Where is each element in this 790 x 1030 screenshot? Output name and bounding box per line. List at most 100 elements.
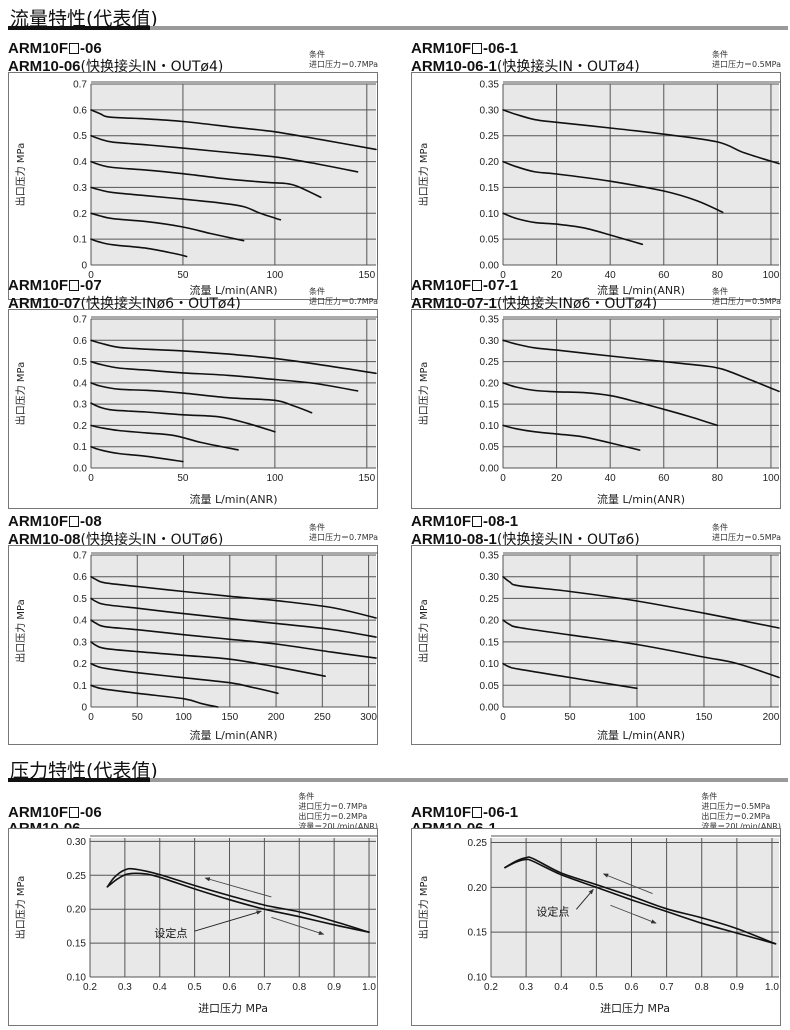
x-tick-label: 1.0 [765,982,779,993]
y-tick-label: 0.15 [480,637,500,648]
curve-0.3 [90,641,326,677]
x-axis-label: 流量 L/min(ANR) [189,728,277,742]
chart-svg: 0.0 0.1 0.2 0.3 0.4 0.5 0.6 0.7 0 50 100 150 流量 L/mi… [8,309,378,509]
y-tick-label: 0.25 [480,357,500,368]
x-tick-label: 250 [314,712,331,723]
curve-0.4 [90,382,313,414]
curve-0.2 [502,382,719,427]
arrow-up-left [602,873,653,895]
condition-line: 进口压力＝0.7MPa [298,802,368,811]
arrow-down-right [271,916,325,935]
conditions-note: 条件 进口压力＝0.7MPa 出口压力＝0.2MPa 流量＝20L/min(ANR) [298,792,378,832]
curve-0.3 [90,186,282,221]
chart-title-variant: ARM10-07(快换接头INø6・OUTø4) [8,293,241,313]
y-tick-label: 0 [81,703,87,714]
chart-panel-flow-07: ARM10F -07 ARM10-07(快换接头INø6・OUTø4) 条件 进口压力＝… [8,277,380,509]
y-tick-label: 0.1 [73,235,87,246]
x-tick-label: 0.7 [660,982,674,993]
conditions-note: 条件 进口压力＝0.7MPa [309,523,378,543]
condition-line: 进口压力＝0.7MPa [309,297,378,306]
y-tick-label: 0.1 [73,681,87,692]
set-point-label: 设定点 [536,904,569,918]
curve-0.1 [502,662,638,690]
curve-0.4 [90,619,377,659]
curve-0.2 [90,212,245,242]
plot-area [91,319,376,468]
chart-title-model: ARM10F -08 [8,513,102,530]
model-suffix: -07-1 [483,277,519,294]
y-tick-label: 0.25 [67,871,87,882]
y-tick-label: 0.05 [480,681,500,692]
option-box-symbol [472,43,483,54]
arrow-up-left [204,877,272,898]
model-suffix: -06-1 [483,40,519,57]
model-suffix: -07 [80,277,102,294]
x-tick-label: 0.5 [188,982,202,993]
y-tick-label: 0.30 [480,105,500,116]
y-tick-label: 0.00 [480,703,500,714]
chart-title-model: ARM10F -06 [8,40,102,57]
x-tick-label: 80 [712,473,724,484]
chart-title-model: ARM10F -06-1 [411,804,518,821]
curve-0.6 [90,109,377,151]
y-tick-label: 0.20 [480,616,500,627]
chart-panel-pressure-06-1: ARM10F-06-1ARM10-06-1条件进口压力＝0.5MPa出口压力＝0… [411,792,783,1026]
x-tick-label: 150 [696,712,713,723]
variant-name: ARM10-06-1 [411,58,497,75]
option-box-symbol [69,43,80,54]
y-axis-label: 出口压力 MPa [14,876,27,940]
x-tick-label: 40 [605,270,617,281]
curve-0.3 [502,109,780,165]
plot-area [91,84,376,265]
x-tick-label: 0.4 [554,982,568,993]
plot-area [91,555,376,707]
y-axis-label: 出口压力 MPa [417,362,430,426]
curve-0.1 [90,684,219,708]
y-tick-label: 0.20 [468,883,488,894]
model-prefix: ARM10F [8,277,69,294]
y-tick-label: 0.7 [73,315,87,326]
chart-svg: 0 0.1 0.2 0.3 0.4 0.5 0.6 0.7 0 50 100 150 200 250 300… [8,545,378,745]
model-suffix: -06-1 [483,804,519,821]
x-tick-label: 0 [88,270,94,281]
variant-name: ARM10-07 [8,295,81,312]
y-axis-label: 出口压力 MPa [417,599,430,663]
y-tick-label: 0.25 [480,131,500,142]
chart-svg: 0 0.1 0.2 0.3 0.4 0.5 0.6 0.7 0 50 100 150 流量 L/min(… [8,72,378,300]
variant-fitting: (快换接头IN・OUTø4) [80,59,224,75]
curve-0.4 [90,160,322,199]
x-axis-label: 流量 L/min(ANR) [189,492,277,506]
conditions-label: 条件 [309,523,325,532]
x-tick-label: 100 [763,270,780,281]
model-suffix: -06 [80,40,102,57]
y-tick-label: 0.2 [73,421,87,432]
condition-line: 流量＝20L/min(ANR) [701,822,781,831]
x-tick-label: 150 [358,270,375,281]
curve-0.5 [90,597,377,638]
y-tick-label: 0.1 [73,442,87,453]
section-underline [8,778,150,782]
y-tick-label: 0.35 [480,315,500,326]
y-tick-label: 0.15 [480,183,500,194]
condition-line: 进口压力＝0.5MPa [701,802,771,811]
plot-area [503,84,779,265]
model-prefix: ARM10F [8,40,69,57]
x-tick-label: 20 [551,270,563,281]
y-tick-label: 0.4 [73,157,87,168]
variant-name: ARM10-07-1 [411,295,497,312]
conditions-note: 条件 进口压力＝0.5MPa 出口压力＝0.2MPa 流量＝20L/min(ANR) [701,792,781,832]
option-box-symbol [472,516,483,527]
y-tick-label: 0.7 [73,80,87,91]
curve-rising [106,867,370,933]
condition-line: 进口压力＝0.7MPa [309,533,378,542]
section-underline [8,26,150,30]
chart-title-variant: ARM10-07-1(快换接头INø6・OUTø4) [411,293,657,313]
condition-line: 进口压力＝0.5MPa [712,297,781,306]
section-rule [150,26,788,30]
variant-fitting: (快换接头IN・OUTø4) [496,59,640,75]
chart-svg: 0.00 0.05 0.10 0.15 0.20 0.25 0.30 0.35 0 20 40 60 8… [411,309,781,509]
chart-title-variant: ARM10-06(快换接头IN・OUTø4) [8,56,223,76]
y-tick-label: 0.4 [73,616,87,627]
conditions-note: 条件 进口压力＝0.7MPa [309,287,378,307]
y-tick-label: 0.00 [480,261,500,272]
